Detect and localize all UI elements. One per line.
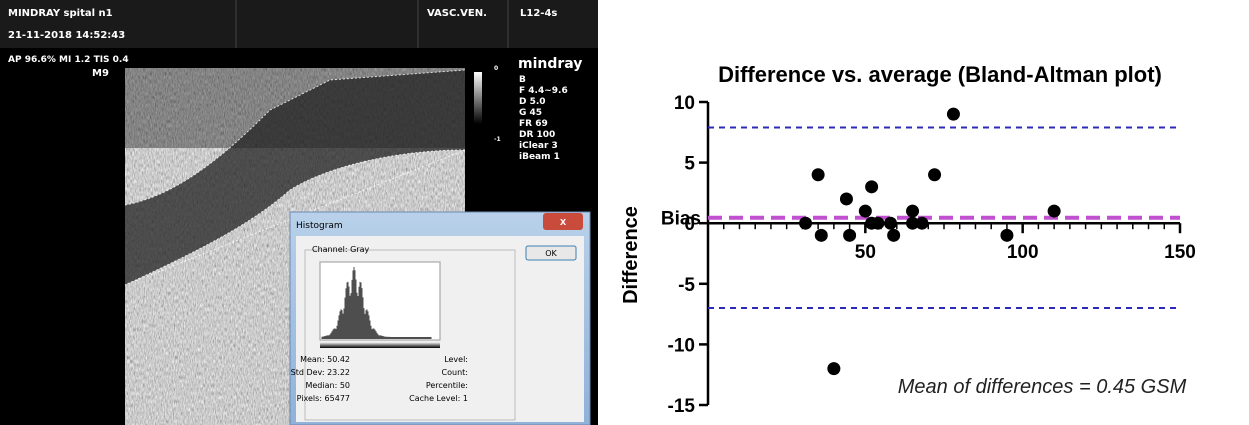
- point: [799, 216, 813, 230]
- point: [1047, 204, 1061, 218]
- channel: Channel: Gray: [312, 245, 369, 254]
- point: [928, 168, 942, 182]
- param: D 5.0: [519, 97, 546, 107]
- point: [858, 204, 872, 218]
- bias-label: Bias: [661, 209, 701, 230]
- point: [839, 192, 853, 206]
- field: Percentile:: [426, 381, 468, 390]
- scale-mark: -1: [494, 136, 501, 143]
- y-axis-label: Difference: [620, 206, 642, 304]
- preset: M9: [92, 68, 109, 79]
- scale-mark: 0: [494, 65, 498, 72]
- point: [811, 168, 825, 182]
- ok-button[interactable]: [525, 245, 577, 261]
- stat: Pixels: 65477: [297, 394, 350, 403]
- stat: Median: 50: [305, 381, 350, 390]
- x-tick-label: 150: [1164, 242, 1196, 263]
- exam: VASC.VEN.: [427, 8, 487, 19]
- param: iClear 3: [519, 141, 558, 151]
- point: [887, 228, 901, 242]
- x-tick-label: 50: [855, 242, 876, 263]
- param: B: [519, 75, 526, 85]
- point: [1000, 228, 1014, 242]
- point: [865, 180, 879, 194]
- point: [906, 204, 920, 218]
- point: [906, 216, 920, 230]
- ultrasound-screen: MINDRAY spital n1 21-11-2018 14:52:43 VA…: [0, 0, 598, 425]
- acoustic: AP 96.6% MI 1.2 TIS 0.4: [8, 55, 129, 65]
- gray-ramp: [320, 342, 440, 348]
- vessel: [125, 70, 465, 285]
- outline: [124, 69, 466, 286]
- y-tick-label: -5: [678, 275, 695, 296]
- chart-title: Difference vs. average (Bland-Altman plo…: [718, 62, 1162, 87]
- field: Cache Level: 1: [409, 394, 468, 403]
- param: iBeam 1: [519, 152, 560, 162]
- annotation: Mean of differences = 0.45 GSM: [898, 376, 1187, 398]
- point: [843, 228, 857, 242]
- field: Level:: [444, 355, 468, 364]
- param: F 4.4~9.6: [519, 86, 568, 96]
- close-x: x: [560, 216, 567, 228]
- datetime: 21-11-2018 14:52:43: [8, 30, 125, 41]
- brand: mindray: [518, 56, 582, 72]
- histogram-stats: Mean: 50.42 Std Dev: 23.22 Median: 50 Pixel…: [291, 355, 468, 403]
- point: [814, 228, 828, 242]
- x-tick-label: 100: [1007, 242, 1039, 263]
- chart: Difference vs. average (Bland-Altman plo…: [620, 62, 1196, 417]
- grayscale-bar: [474, 72, 482, 124]
- y-tick-label: 0: [684, 214, 695, 235]
- y-tick-label: 5: [684, 154, 695, 175]
- y-tick-label: -15: [668, 396, 696, 417]
- y-tick-label: -10: [668, 335, 695, 356]
- y-tick-label: 10: [674, 93, 695, 114]
- ok-label: OK: [545, 249, 557, 258]
- point: [871, 216, 885, 230]
- close-button[interactable]: [543, 213, 583, 230]
- point: [884, 216, 898, 230]
- point: [946, 107, 960, 121]
- point: [915, 216, 929, 230]
- window-title: Histogram: [296, 221, 343, 231]
- histogram-bars: [321, 267, 432, 339]
- site: MINDRAY spital n1: [8, 8, 113, 19]
- header-bar: [0, 0, 598, 48]
- probe: L12-4s: [520, 8, 557, 19]
- group-box: [304, 249, 516, 421]
- histogram-window: Histogram x Channel: Gray OK Mean: 50.42…: [289, 211, 591, 425]
- param: FR 69: [519, 119, 548, 129]
- field: Count:: [442, 368, 468, 377]
- stat: Std Dev: 23.22: [291, 368, 350, 377]
- point: [827, 362, 841, 376]
- stat: Mean: 50.42: [300, 355, 350, 364]
- param: G 45: [519, 108, 542, 118]
- param: DR 100: [519, 130, 555, 140]
